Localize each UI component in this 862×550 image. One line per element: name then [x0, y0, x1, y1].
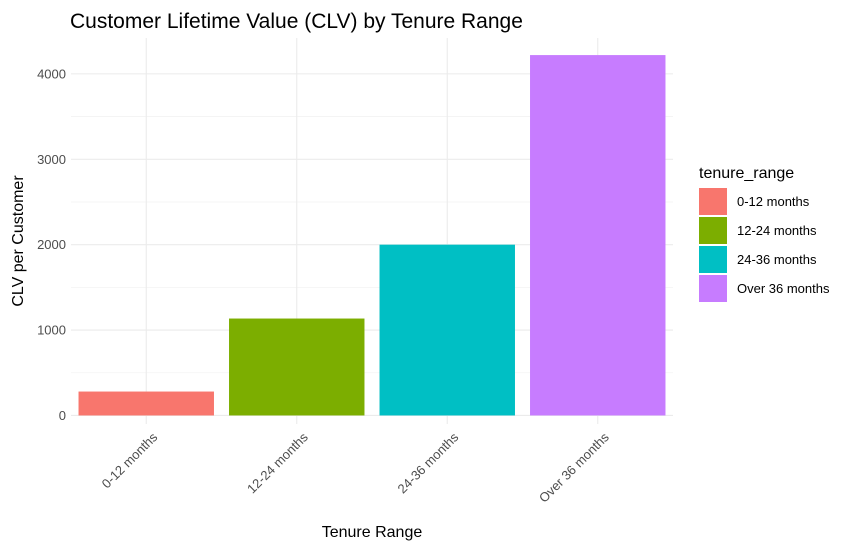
y-tick-label: 3000 [37, 152, 66, 167]
bar [229, 318, 365, 416]
x-tick-label: 12-24 months [244, 429, 311, 496]
legend-swatch [699, 188, 727, 215]
legend-swatch [699, 217, 727, 244]
bar [530, 55, 666, 416]
x-axis-ticks: 0-12 months 12-24 months 24-36 months Over … [99, 429, 613, 505]
legend-label: 12-24 months [737, 223, 817, 238]
legend-label: 0-12 months [737, 194, 810, 209]
y-tick-label: 2000 [37, 237, 66, 252]
bar [379, 244, 515, 416]
y-axis-ticks: 0 1000 2000 3000 4000 [37, 66, 66, 423]
legend: tenure_range 0-12 months 12-24 months 24-3… [699, 165, 830, 302]
legend-label: Over 36 months [737, 281, 830, 296]
bar [78, 391, 214, 416]
x-axis-title: Tenure Range [322, 524, 423, 541]
x-tick-label: Over 36 months [536, 429, 612, 505]
y-tick-label: 1000 [37, 323, 66, 338]
y-axis-title: CLV per Customer [10, 175, 27, 307]
bars [78, 55, 666, 416]
y-tick-label: 0 [59, 408, 66, 423]
x-tick-label: 24-36 months [395, 429, 462, 496]
y-tick-label: 4000 [37, 66, 66, 81]
legend-title: tenure_range [699, 165, 794, 182]
legend-swatch [699, 246, 727, 273]
x-tick-label: 0-12 months [99, 429, 161, 491]
legend-swatch [699, 275, 727, 302]
legend-label: 24-36 months [737, 252, 817, 267]
chart-title: Customer Lifetime Value (CLV) by Tenure … [70, 10, 523, 33]
